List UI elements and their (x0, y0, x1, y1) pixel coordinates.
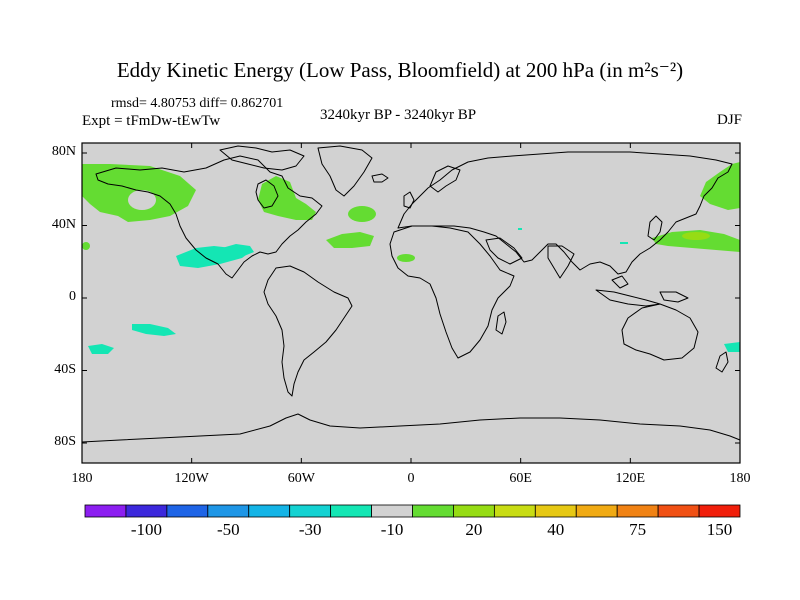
season-label: DJF (716, 112, 742, 128)
lat-label: 0 (69, 289, 76, 304)
anomaly-northwest-pacific-jet (652, 230, 740, 252)
colorbar (84, 504, 741, 518)
coast-australia (621, 303, 699, 361)
lon-label: 180 (729, 471, 751, 486)
coast-north-america (95, 155, 323, 279)
coast-south-america (263, 265, 353, 397)
lon-label: 60E (509, 471, 532, 486)
colorbar-swatch (412, 504, 454, 518)
lat-label: 80S (54, 434, 76, 449)
colorbar-swatch (534, 504, 577, 518)
anomaly-jet-core (682, 232, 710, 240)
lon-label: 180 (71, 471, 93, 486)
lon-label: 120E (615, 471, 646, 486)
colorbar-label: -50 (216, 520, 240, 539)
coast-arabia (485, 237, 523, 265)
lat-label: 40S (54, 361, 76, 377)
colorbar-swatch (698, 504, 741, 518)
lon-label: 0 (407, 471, 415, 486)
colorbar-swatch (453, 504, 495, 518)
colorbar-label: 20 (465, 520, 483, 539)
colorbar-label: 150 (706, 520, 733, 539)
lat-label: 40N (51, 216, 76, 232)
colorbar-swatch (575, 504, 618, 518)
stats-text: rmsd= 4.80753 diff= 0.862701 (111, 96, 284, 111)
colorbar-swatch (84, 504, 127, 518)
coast-scandinavia (429, 165, 461, 193)
colorbar-swatch (289, 504, 332, 518)
colorbar-swatch (616, 504, 659, 518)
anomaly-eastern-north-america (258, 176, 316, 220)
coast-africa (389, 225, 515, 359)
coast-new-zealand (715, 351, 729, 373)
anomaly-mid-atlantic-speck (518, 228, 522, 230)
colorbar-label: -100 (130, 520, 162, 539)
anomaly-subtropical-atlantic (326, 232, 374, 248)
coast-new-guinea (659, 291, 689, 303)
coast-greenland (317, 145, 373, 197)
map-panel (81, 142, 741, 464)
coast-antarctica (81, 413, 741, 443)
colorbar-swatch (248, 504, 291, 518)
coast-eurasia (397, 151, 733, 275)
anomaly-central-asia-speck (620, 242, 628, 244)
colorbar-label: -30 (298, 520, 322, 539)
colorbar-swatch (166, 504, 209, 518)
anomaly-gulf-negative (222, 244, 254, 256)
colorbar-label: 75 (629, 520, 647, 539)
coast-arctic-archipelago (219, 145, 305, 171)
coast-india (547, 245, 575, 279)
colorbar-swatch (125, 504, 168, 518)
lon-label: 60W (287, 471, 315, 486)
colorbar-swatch (493, 504, 536, 518)
coast-iceland (371, 173, 389, 183)
colorbar-swatch (657, 504, 700, 518)
colorbar-swatch (371, 504, 413, 518)
anomaly-north-atlantic (348, 206, 376, 222)
colorbar-swatch (207, 504, 250, 518)
plot-title: Eddy Kinetic Energy (Low Pass, Bloomfiel… (116, 58, 684, 82)
anomaly-patches (82, 162, 740, 354)
coast-madagascar (495, 311, 507, 335)
coastlines (81, 145, 741, 443)
map-border (81, 142, 741, 464)
experiment-label: Expt = tFmDw-tEwTw (82, 113, 221, 129)
coast-britain (403, 191, 415, 209)
colorbar-swatch (330, 504, 372, 518)
lon-label: 120W (174, 471, 209, 486)
colorbar-label: -10 (380, 520, 404, 539)
lat-label: 80N (51, 144, 76, 159)
anomaly-north-pacific-east-hole (128, 190, 156, 210)
anomaly-south-pacific-negative (132, 324, 176, 336)
coast-japan (647, 215, 663, 241)
anomaly-southwest-pacific-edge (724, 342, 740, 352)
anomaly-north-africa (397, 254, 415, 262)
coast-hudson-bay (255, 179, 279, 209)
period-label: 3240kyr BP - 3240kyr BP (320, 107, 477, 123)
anomaly-west-pacific-edge (82, 242, 90, 250)
anomaly-north-pacific-west (700, 162, 740, 210)
colorbar-label: 40 (547, 520, 565, 539)
anomaly-south-pacific-edge (88, 344, 114, 354)
